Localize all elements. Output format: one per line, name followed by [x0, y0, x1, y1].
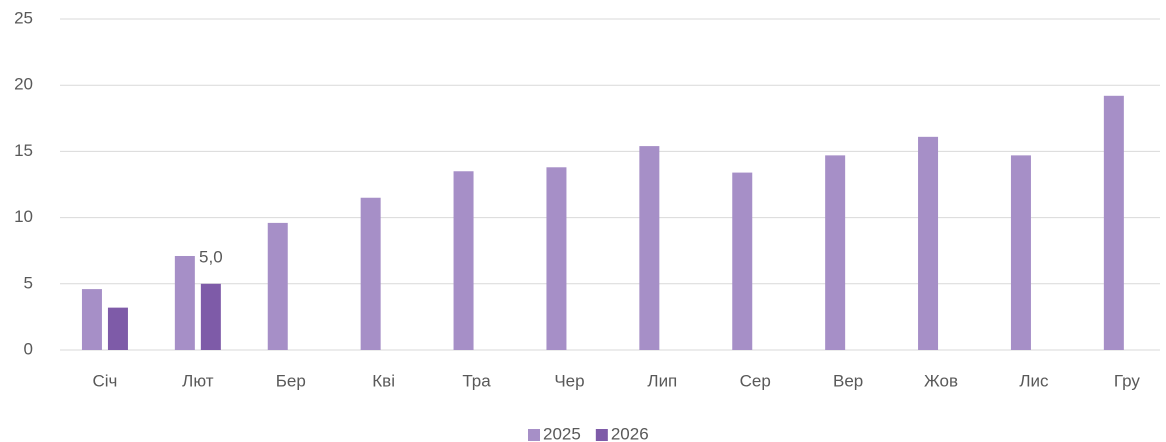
x-tick-label: Вер — [833, 371, 863, 390]
bar — [267, 222, 288, 350]
bar — [825, 155, 846, 350]
bar — [918, 136, 939, 350]
bar — [546, 167, 567, 350]
y-tick-label: 5 — [24, 273, 33, 292]
x-tick-label: Гру — [1114, 371, 1141, 390]
x-tick-label: Кві — [372, 371, 395, 390]
x-tick-label: Лют — [182, 371, 214, 390]
x-tick-label: Жов — [924, 371, 958, 390]
y-tick-label: 0 — [24, 339, 33, 358]
legend-swatch — [528, 429, 540, 441]
bar — [1103, 95, 1124, 351]
legend-label: 2026 — [611, 424, 649, 442]
data-label: 5,0 — [199, 247, 223, 266]
legend-label: 2025 — [543, 424, 581, 442]
x-tick-label: Лис — [1019, 371, 1049, 390]
x-tick-label: Сер — [740, 371, 771, 390]
y-tick-label: 25 — [14, 8, 33, 27]
bar — [639, 146, 660, 350]
x-tick-label: Лип — [647, 371, 677, 390]
x-tick-label: Чер — [554, 371, 584, 390]
x-tick-label: Тра — [462, 371, 491, 390]
y-tick-label: 10 — [14, 207, 33, 226]
bar — [360, 197, 381, 350]
bar — [732, 172, 753, 350]
bar — [174, 255, 195, 350]
y-tick-label: 15 — [14, 141, 33, 160]
x-tick-label: Бер — [276, 371, 306, 390]
bar — [1010, 155, 1031, 350]
x-tick-label: Січ — [92, 371, 117, 390]
bar — [200, 283, 221, 350]
bar — [81, 289, 102, 350]
bar — [453, 171, 474, 350]
legend-swatch — [595, 429, 608, 441]
y-tick-label: 20 — [14, 75, 33, 94]
bar — [107, 307, 128, 350]
